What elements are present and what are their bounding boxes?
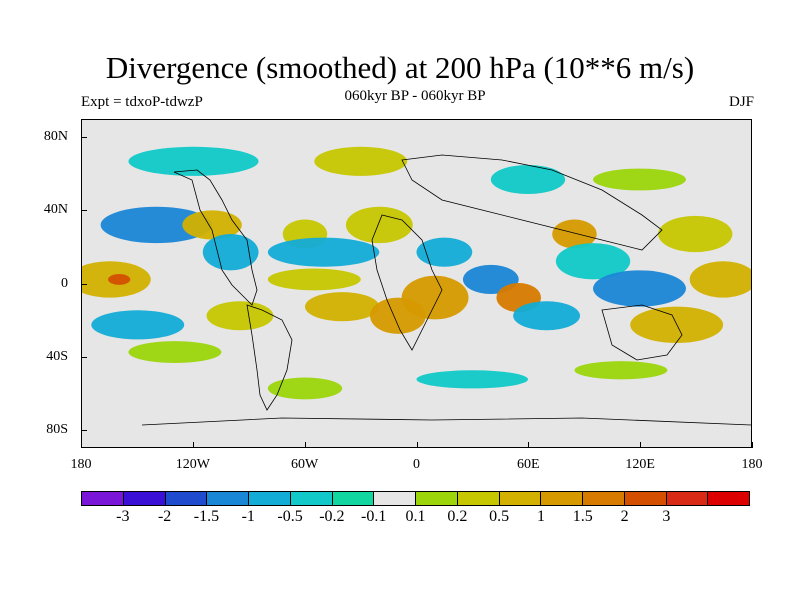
divergence-contour bbox=[593, 270, 686, 307]
colorbar-swatch bbox=[290, 492, 333, 505]
coastline bbox=[246, 304, 293, 411]
divergence-contour bbox=[593, 168, 686, 191]
divergence-contour bbox=[100, 206, 213, 244]
y-tick-label: 40N bbox=[43, 202, 68, 218]
coastline bbox=[371, 214, 443, 351]
coastline bbox=[401, 154, 663, 251]
colorbar-swatch bbox=[374, 492, 416, 505]
x-tick-label: 180 bbox=[70, 457, 92, 472]
divergence-contour bbox=[128, 341, 222, 363]
divergence-contour bbox=[202, 234, 259, 271]
chart-title: Divergence (smoothed) at 200 hPa (10**6 … bbox=[105, 50, 695, 85]
colorbar-label: 1 bbox=[536, 508, 545, 525]
divergence-contour bbox=[574, 361, 668, 380]
divergence-contour bbox=[658, 215, 733, 253]
chart-subtitle: 060kyr BP - 060kyr BP bbox=[344, 88, 486, 104]
x-tick-label: 120E bbox=[625, 457, 655, 472]
colorbar-label: 0.5 bbox=[489, 508, 510, 525]
y-tick-label: 80N bbox=[43, 129, 68, 145]
colorbar-label: -2 bbox=[157, 508, 172, 525]
divergence-contour bbox=[490, 164, 566, 195]
divergence-contour bbox=[416, 237, 473, 267]
colorbar-label: -1.5 bbox=[193, 508, 220, 525]
colorbar-label: 1.5 bbox=[572, 508, 593, 525]
colorbar-label: -0.1 bbox=[361, 508, 387, 525]
colorbar bbox=[81, 491, 750, 506]
divergence-contour bbox=[108, 273, 131, 285]
y-tick bbox=[81, 283, 87, 285]
y-tick bbox=[81, 137, 87, 139]
divergence-contour bbox=[91, 310, 185, 340]
divergence-contour bbox=[182, 210, 242, 240]
divergence-contour bbox=[555, 243, 631, 280]
colorbar-swatch bbox=[583, 492, 625, 505]
y-tick-label: 80S bbox=[46, 421, 68, 437]
divergence-contour bbox=[416, 370, 528, 389]
y-tick bbox=[81, 429, 87, 431]
colorbar-label: 2 bbox=[620, 508, 629, 525]
divergence-contour bbox=[206, 301, 274, 331]
colorbar-label: -1 bbox=[241, 508, 255, 525]
divergence-map bbox=[81, 119, 752, 448]
colorbar-swatch bbox=[541, 492, 583, 505]
colorbar-swatch bbox=[708, 492, 749, 505]
colorbar-swatch bbox=[123, 492, 166, 505]
colorbar-swatch bbox=[499, 492, 542, 505]
divergence-contour bbox=[267, 377, 343, 400]
colorbar-label: -0.2 bbox=[319, 508, 345, 525]
colorbar-swatch bbox=[666, 492, 709, 505]
colorbar-swatch bbox=[457, 492, 500, 505]
x-tick-label: 180 bbox=[741, 457, 763, 472]
divergence-contour bbox=[305, 292, 380, 322]
x-tick bbox=[304, 442, 306, 448]
colorbar-swatch bbox=[332, 492, 375, 505]
x-tick bbox=[640, 442, 642, 448]
divergence-contour bbox=[689, 261, 751, 298]
colorbar-swatch bbox=[82, 492, 124, 505]
y-tick-label: 0 bbox=[61, 275, 68, 291]
coastline bbox=[173, 169, 258, 306]
season-label: DJF bbox=[728, 94, 754, 110]
divergence-contour bbox=[267, 237, 380, 267]
map-plot bbox=[82, 146, 751, 426]
colorbar-label: -3 bbox=[116, 508, 130, 525]
colorbar-swatch bbox=[249, 492, 291, 505]
y-tick bbox=[81, 210, 87, 212]
y-tick-label: 40S bbox=[46, 348, 68, 364]
divergence-contour bbox=[401, 275, 469, 320]
experiment-label: Expt = tdxoP-tdwzP bbox=[81, 94, 203, 110]
colorbar-label: 0.2 bbox=[447, 508, 468, 525]
divergence-contour bbox=[314, 146, 408, 176]
colorbar-swatch bbox=[416, 492, 458, 505]
colorbar-label: -0.5 bbox=[277, 508, 303, 525]
y-tick bbox=[81, 356, 87, 358]
colorbar-label: 0.1 bbox=[405, 508, 426, 525]
coastline bbox=[141, 417, 751, 426]
colorbar-label: 3 bbox=[662, 508, 671, 525]
x-tick-label: 120W bbox=[175, 457, 210, 472]
x-tick-label: 60W bbox=[291, 457, 319, 472]
x-tick bbox=[752, 442, 753, 448]
x-tick-label: 0 bbox=[413, 457, 420, 472]
colorbar-swatch bbox=[624, 492, 667, 505]
x-tick bbox=[192, 442, 194, 448]
divergence-contour bbox=[552, 219, 597, 249]
divergence-contour bbox=[128, 146, 259, 176]
x-tick-label: 60E bbox=[517, 457, 540, 472]
colorbar-swatch bbox=[165, 492, 208, 505]
x-tick bbox=[528, 442, 530, 448]
divergence-contour bbox=[345, 206, 413, 244]
x-tick bbox=[416, 442, 418, 448]
divergence-contour bbox=[513, 301, 581, 331]
colorbar-swatch bbox=[207, 492, 249, 505]
coastline bbox=[601, 304, 683, 361]
x-tick bbox=[81, 442, 82, 448]
divergence-contour bbox=[267, 268, 361, 291]
